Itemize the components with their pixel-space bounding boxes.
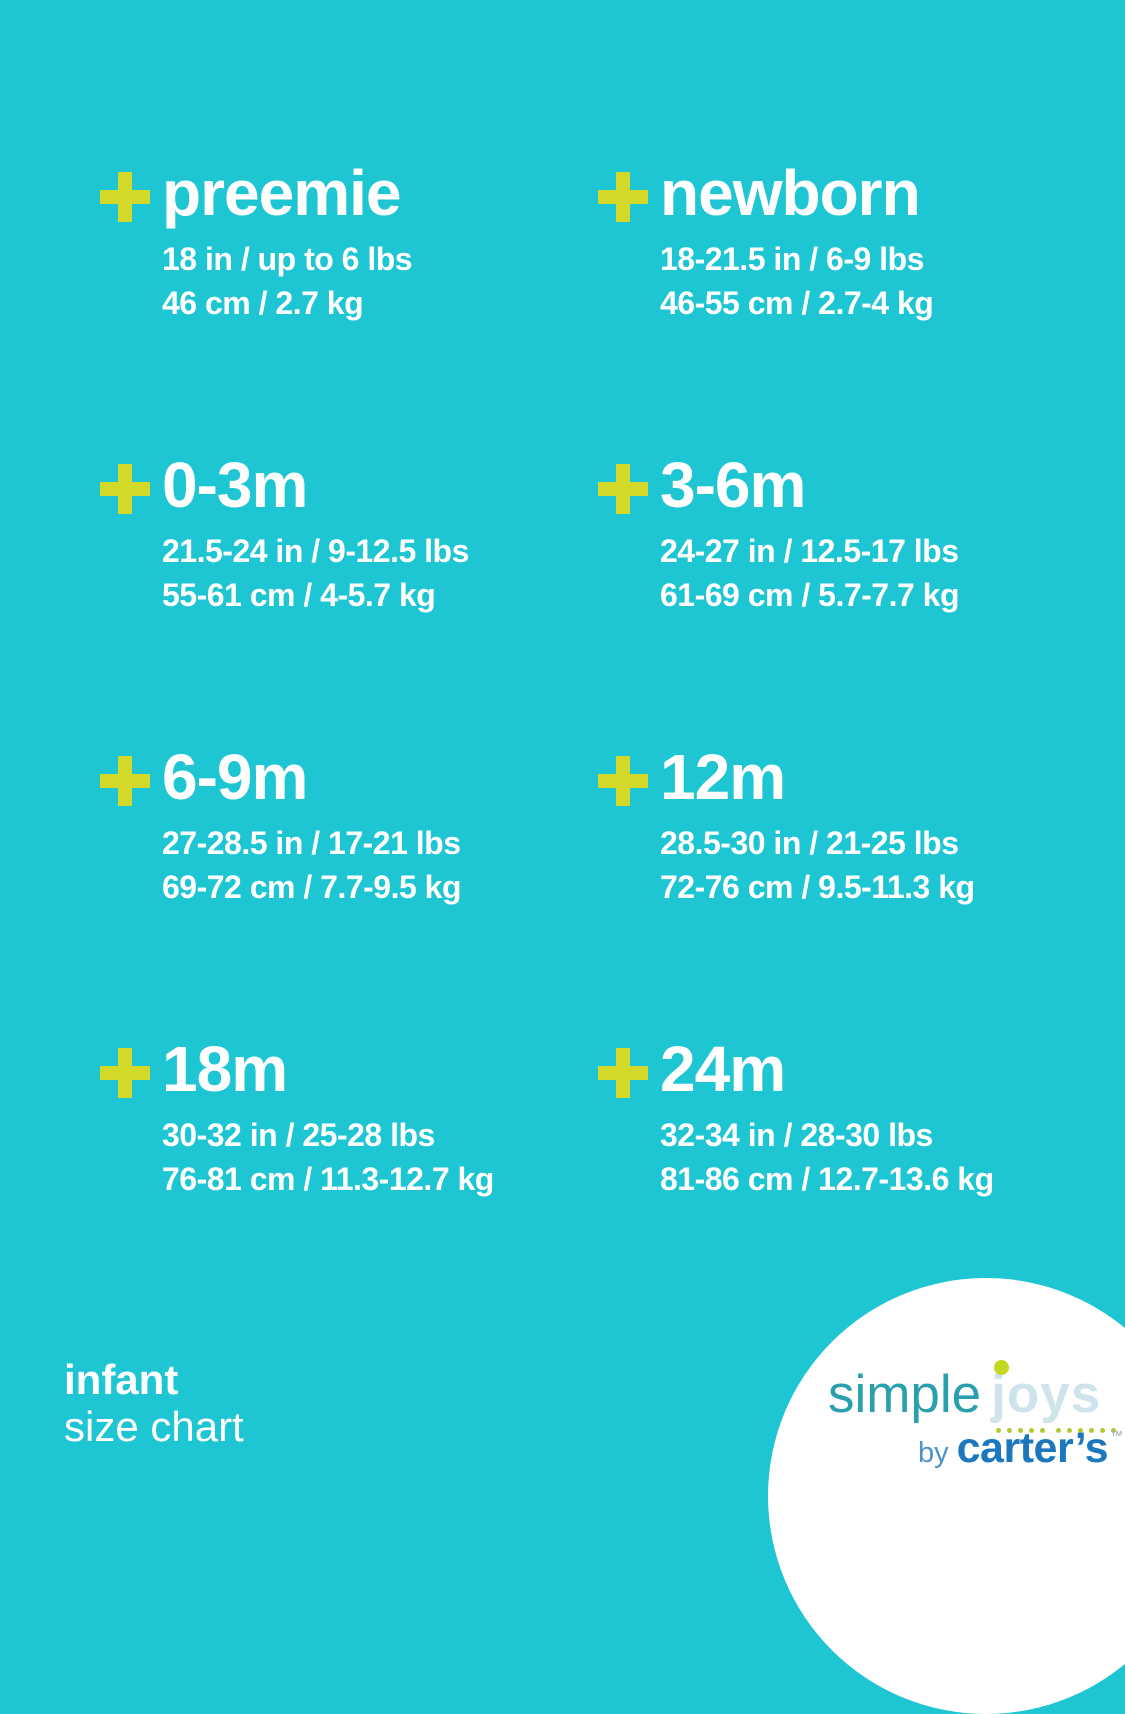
chart-title: infant size chart bbox=[64, 1356, 244, 1450]
size-metric: 46 cm / 2.7 kg bbox=[162, 285, 364, 322]
size-imperial: 24-27 in / 12.5-17 lbs bbox=[660, 533, 959, 570]
chart-title-category: infant bbox=[64, 1356, 179, 1403]
size-metric: 69-72 cm / 7.7-9.5 kg bbox=[162, 869, 462, 906]
size-name: 12m bbox=[660, 741, 786, 813]
plus-icon bbox=[598, 1048, 648, 1098]
size-entry-24m: 24m 32-34 in / 28-30 lbs 81-86 cm / 12.7… bbox=[598, 1033, 1025, 1328]
plus-icon bbox=[100, 172, 150, 222]
dot-icon bbox=[1111, 1428, 1116, 1433]
logo-text-simple: simple bbox=[828, 1365, 982, 1424]
size-name: 0-3m bbox=[162, 449, 308, 521]
dot-icon bbox=[996, 1428, 1001, 1433]
dot-icon bbox=[1056, 1428, 1061, 1433]
size-metric: 76-81 cm / 11.3-12.7 kg bbox=[162, 1161, 494, 1198]
size-entry-preemie: preemie 18 in / up to 6 lbs 46 cm / 2.7 … bbox=[100, 157, 598, 452]
dot-icon bbox=[1078, 1428, 1083, 1433]
accent-dots-right bbox=[1056, 1428, 1116, 1433]
size-details: 28.5-30 in / 21-25 lbs 72-76 cm / 9.5-11… bbox=[660, 821, 1025, 909]
size-metric: 46-55 cm / 2.7-4 kg bbox=[660, 285, 934, 322]
size-name: 3-6m bbox=[660, 449, 806, 521]
dot-icon bbox=[1100, 1428, 1105, 1433]
size-name: 24m bbox=[660, 1033, 786, 1105]
dot-icon bbox=[1029, 1428, 1034, 1433]
size-entry-12m: 12m 28.5-30 in / 21-25 lbs 72-76 cm / 9.… bbox=[598, 741, 1025, 1036]
size-imperial: 27-28.5 in / 17-21 lbs bbox=[162, 825, 461, 862]
chart-title-label: size chart bbox=[64, 1403, 244, 1451]
dot-icon bbox=[1018, 1428, 1023, 1433]
logo-text-by: by bbox=[918, 1437, 949, 1469]
size-grid: preemie 18 in / up to 6 lbs 46 cm / 2.7 … bbox=[100, 157, 1025, 1328]
brand-logo-circle: simple joys by carter’s ™ bbox=[768, 1278, 1125, 1714]
size-metric: 55-61 cm / 4-5.7 kg bbox=[162, 577, 436, 614]
size-entry-18m: 18m 30-32 in / 25-28 lbs 76-81 cm / 11.3… bbox=[100, 1033, 598, 1328]
size-metric: 72-76 cm / 9.5-11.3 kg bbox=[660, 869, 975, 906]
size-name: 6-9m bbox=[162, 741, 308, 813]
plus-icon bbox=[598, 464, 648, 514]
brand-logo-wordmark: simple joys bbox=[828, 1360, 1102, 1425]
size-name: preemie bbox=[162, 157, 401, 229]
size-details: 24-27 in / 12.5-17 lbs 61-69 cm / 5.7-7.… bbox=[660, 529, 1025, 617]
j-dot-icon bbox=[994, 1360, 1010, 1375]
plus-icon bbox=[100, 756, 150, 806]
size-imperial: 18 in / up to 6 lbs bbox=[162, 241, 413, 278]
size-entry-6-9m: 6-9m 27-28.5 in / 17-21 lbs 69-72 cm / 7… bbox=[100, 741, 598, 1036]
logo-text-carters: carter’s bbox=[956, 1424, 1109, 1472]
size-entry-newborn: newborn 18-21.5 in / 6-9 lbs 46-55 cm / … bbox=[598, 157, 1025, 452]
size-imperial: 32-34 in / 28-30 lbs bbox=[660, 1117, 933, 1154]
dot-icon bbox=[1007, 1428, 1012, 1433]
size-details: 18 in / up to 6 lbs 46 cm / 2.7 kg bbox=[162, 237, 598, 325]
size-imperial: 30-32 in / 25-28 lbs bbox=[162, 1117, 435, 1154]
dot-icon bbox=[1067, 1428, 1072, 1433]
size-name: 18m bbox=[162, 1033, 288, 1105]
size-metric: 81-86 cm / 12.7-13.6 kg bbox=[660, 1161, 994, 1198]
size-entry-3-6m: 3-6m 24-27 in / 12.5-17 lbs 61-69 cm / 5… bbox=[598, 449, 1025, 744]
logo-text-joys: joys bbox=[991, 1365, 1102, 1424]
size-imperial: 21.5-24 in / 9-12.5 lbs bbox=[162, 533, 469, 570]
dot-icon bbox=[1089, 1428, 1094, 1433]
logo-joys-wrap: joys bbox=[991, 1360, 1102, 1425]
plus-icon bbox=[598, 172, 648, 222]
brand-logo-byline: by carter’s ™ bbox=[918, 1424, 1123, 1473]
size-details: 18-21.5 in / 6-9 lbs 46-55 cm / 2.7-4 kg bbox=[660, 237, 1025, 325]
accent-dots-left bbox=[996, 1428, 1045, 1433]
size-imperial: 28.5-30 in / 21-25 lbs bbox=[660, 825, 959, 862]
plus-icon bbox=[598, 756, 648, 806]
size-details: 32-34 in / 28-30 lbs 81-86 cm / 12.7-13.… bbox=[660, 1113, 1025, 1201]
size-details: 27-28.5 in / 17-21 lbs 69-72 cm / 7.7-9.… bbox=[162, 821, 598, 909]
size-imperial: 18-21.5 in / 6-9 lbs bbox=[660, 241, 924, 278]
size-entry-0-3m: 0-3m 21.5-24 in / 9-12.5 lbs 55-61 cm / … bbox=[100, 449, 598, 744]
trademark-symbol: ™ bbox=[1110, 1428, 1124, 1443]
size-metric: 61-69 cm / 5.7-7.7 kg bbox=[660, 577, 960, 614]
size-details: 21.5-24 in / 9-12.5 lbs 55-61 cm / 4-5.7… bbox=[162, 529, 598, 617]
plus-icon bbox=[100, 464, 150, 514]
size-details: 30-32 in / 25-28 lbs 76-81 cm / 11.3-12.… bbox=[162, 1113, 598, 1201]
size-name: newborn bbox=[660, 157, 921, 229]
dot-icon bbox=[1040, 1428, 1045, 1433]
plus-icon bbox=[100, 1048, 150, 1098]
